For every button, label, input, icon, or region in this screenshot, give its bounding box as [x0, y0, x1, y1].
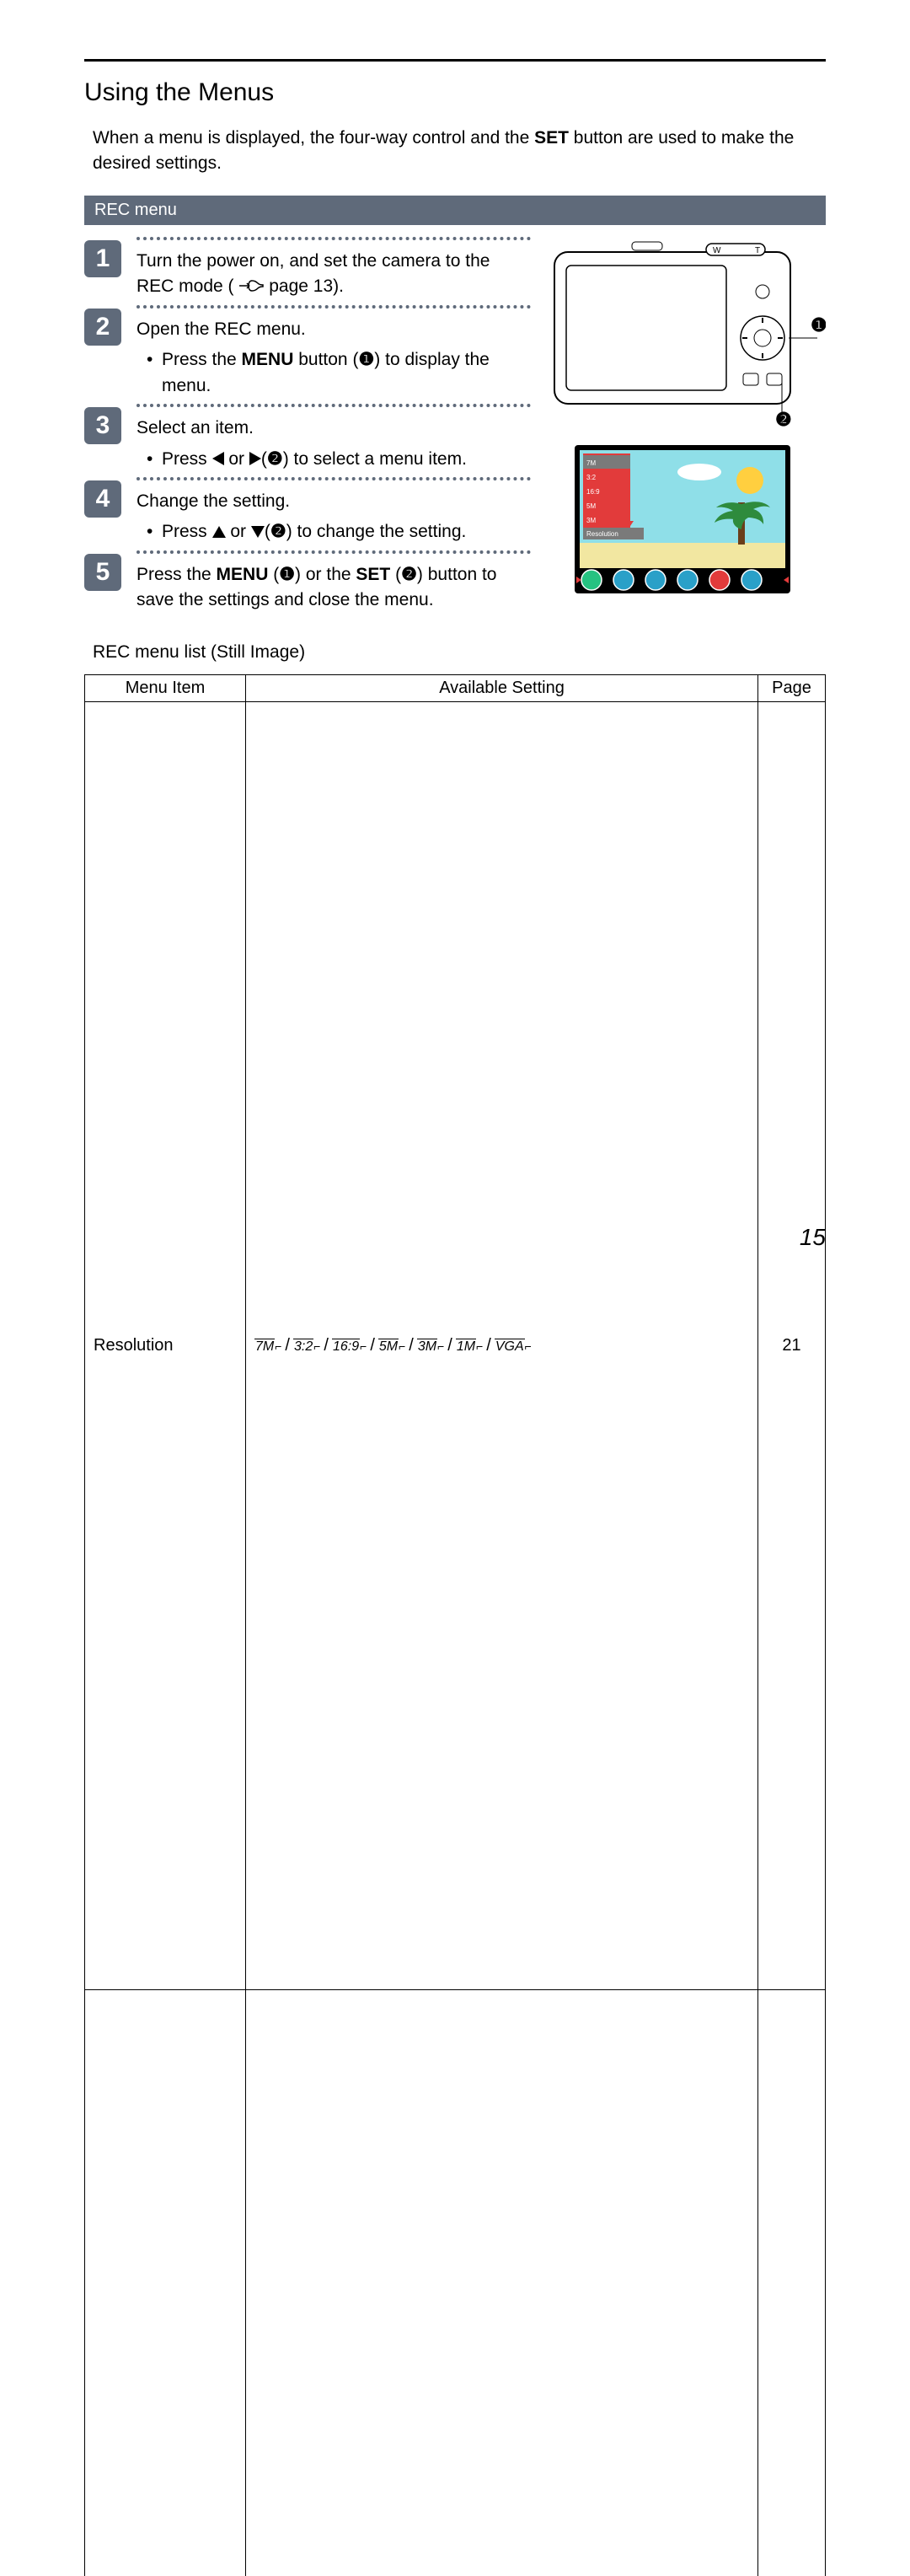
down-arrow-icon [251, 526, 265, 538]
page: Using the Menus When a menu is displayed… [0, 0, 910, 1288]
cell-setting: // [246, 1989, 758, 2576]
cell-menu-item: Resolution [85, 701, 246, 1989]
txt: ) or the [295, 565, 356, 584]
dotted-rule [136, 477, 531, 480]
svg-text:5M: 5M [586, 502, 596, 510]
txt: SET [356, 565, 390, 584]
step-number: 2 [84, 309, 121, 346]
dotted-rule [136, 237, 531, 240]
txt: page 13). [269, 276, 344, 296]
rec-menu-table: Menu Item Available Setting Page Resolut… [84, 674, 826, 2576]
cell-menu-item: Quality [85, 1989, 246, 2576]
page-number: 15 [800, 1224, 826, 1251]
table-row: Resolution 7M⌐/3:2⌐/16:9⌐/5M⌐/3M⌐/1M⌐/VG… [85, 701, 826, 1989]
cell-page: 21 [758, 701, 826, 1989]
step-4: 4 Change the setting. Press or (❷) to ch… [84, 477, 531, 545]
step-5: 5 Press the MENU (❶) or the SET (❷) butt… [84, 550, 531, 614]
table-header-row: Menu Item Available Setting Page [85, 674, 826, 701]
col-menu-item: Menu Item [85, 674, 246, 701]
camera-screen-diagram: 7M 3:2 16:9 5M 3M Resolution [573, 443, 792, 595]
section-bar-rec-menu: REC menu [84, 196, 826, 225]
txt: MENU [217, 565, 269, 584]
txt: button ( [293, 350, 358, 369]
svg-text:❶: ❶ [811, 314, 826, 335]
step-3-head: Select an item. [136, 416, 531, 441]
step-number: 1 [84, 240, 121, 277]
txt: ( [265, 522, 270, 541]
svg-text:W: W [713, 246, 721, 255]
step-1-text: Turn the power on, and set the camera to… [136, 249, 531, 300]
txt: Press the [162, 350, 242, 369]
rec-menu-list-title: REC menu list (Still Image) [93, 642, 826, 663]
txt: MENU [242, 350, 294, 369]
cell-setting: 7M⌐/3:2⌐/16:9⌐/5M⌐/3M⌐/1M⌐/VGA⌐ [246, 701, 758, 1989]
svg-text:Resolution: Resolution [586, 530, 618, 538]
table-row: Quality // 21 [85, 1989, 826, 2576]
step-2-head: Open the REC menu. [136, 317, 531, 342]
up-arrow-icon [212, 526, 226, 538]
txt: ( [268, 565, 279, 584]
rec-body: 1 Turn the power on, and set the camera … [84, 237, 826, 619]
step-number: 5 [84, 554, 121, 591]
txt: ) to change the setting. [286, 522, 467, 541]
step-3-bullet: Press or (❷) to select a menu item. [136, 447, 531, 472]
txt: ( [390, 565, 401, 584]
step-5-text: Press the MENU (❶) or the SET (❷) button… [136, 562, 531, 614]
page-title: Using the Menus [84, 78, 826, 107]
camera-diagram: W T ❶ ❷ [548, 237, 826, 431]
dotted-rule [136, 550, 531, 554]
svg-text:16:9: 16:9 [586, 488, 600, 496]
step-2: 2 Open the REC menu. Press the MENU butt… [84, 305, 531, 399]
step-4-bullet: Press or (❷) to change the setting. [136, 519, 531, 545]
intro-bold: SET [534, 128, 569, 148]
step-number: 4 [84, 480, 121, 518]
col-available-setting: Available Setting [246, 674, 758, 701]
svg-text:7M: 7M [586, 459, 596, 467]
svg-text:3M: 3M [586, 517, 596, 524]
hand-pointer-icon [238, 276, 264, 301]
dotted-rule [136, 404, 531, 407]
cell-page: 21 [758, 1989, 826, 2576]
callout-1-icon: ❶ [358, 347, 374, 373]
txt: Press [162, 449, 212, 469]
svg-text:T: T [755, 246, 760, 255]
txt: or [224, 449, 249, 469]
callout-2-icon: ❷ [401, 562, 417, 588]
left-arrow-icon [212, 452, 224, 465]
txt: or [226, 522, 251, 541]
right-arrow-icon [249, 452, 261, 465]
svg-text:❷: ❷ [775, 409, 792, 430]
svg-text:3:2: 3:2 [586, 474, 597, 481]
txt: ) to select a menu item. [283, 449, 467, 469]
step-3: 3 Select an item. Press or (❷) to select… [84, 404, 531, 472]
col-page: Page [758, 674, 826, 701]
dotted-rule [136, 305, 531, 309]
step-1: 1 Turn the power on, and set the camera … [84, 237, 531, 300]
callout-1-icon: ❶ [279, 562, 295, 588]
step-2-bullet: Press the MENU button (❶) to display the… [136, 347, 531, 399]
step-number: 3 [84, 407, 121, 444]
intro-a: When a menu is displayed, the four-way c… [93, 128, 534, 148]
steps-column: 1 Turn the power on, and set the camera … [84, 237, 531, 619]
callout-2-icon: ❷ [270, 519, 286, 545]
txt: Press [162, 522, 212, 541]
step-4-head: Change the setting. [136, 489, 531, 514]
top-rule [84, 59, 826, 62]
callout-2-icon: ❷ [267, 447, 283, 472]
intro-text: When a menu is displayed, the four-way c… [93, 126, 826, 177]
txt: Press the [136, 565, 217, 584]
illustration-column: W T ❶ ❷ [548, 237, 826, 619]
txt: ( [261, 449, 267, 469]
